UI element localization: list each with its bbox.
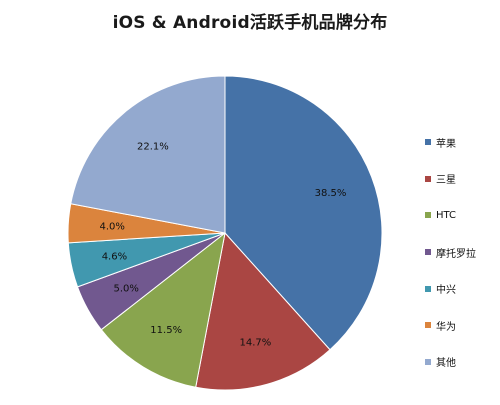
legend-swatch [425, 175, 431, 182]
legend: 苹果三星 HTC 摩托罗拉中兴华为其他 [425, 124, 500, 380]
legend-swatch [425, 285, 431, 292]
slice-value-label: 4.6% [102, 252, 127, 263]
legend-label: HTC [436, 209, 457, 221]
slice-value-label: 5.0% [113, 283, 138, 294]
legend-swatch [425, 249, 431, 256]
legend-item: 其他 [425, 344, 500, 381]
legend-item: 三星 [425, 161, 500, 198]
legend-item: HTC [425, 197, 500, 234]
legend-label: 三星 [436, 175, 456, 187]
slice-value-label: 14.7% [240, 337, 272, 348]
legend-item: 摩托罗拉 [425, 234, 500, 271]
legend-label: 摩托罗拉 [436, 248, 476, 260]
legend-swatch [425, 139, 431, 146]
pie-slices [67, 75, 383, 391]
slice-value-label: 11.5% [150, 325, 182, 336]
legend-swatch [425, 358, 431, 365]
chart-title: iOS & Android活跃手机品牌分布 [112, 13, 388, 33]
legend-swatch [425, 212, 431, 219]
legend-item: 苹果 [425, 124, 500, 161]
legend-swatch [425, 322, 431, 329]
legend-label: 华为 [436, 321, 456, 333]
legend-item: 中兴 [425, 270, 500, 307]
pie-slice-7 [70, 75, 226, 234]
legend-label: 苹果 [436, 138, 456, 150]
pie-slice-3 [100, 231, 226, 388]
pie-slice-1 [224, 75, 383, 351]
legend-label: 其他 [436, 358, 456, 370]
legend-label: 中兴 [436, 285, 456, 297]
pie-slice-2 [195, 231, 331, 391]
legend-item: 华为 [425, 307, 500, 344]
slice-value-label: 22.1% [137, 142, 169, 153]
slice-value-label: 4.0% [99, 221, 124, 232]
slice-value-label: 38.5% [315, 188, 347, 199]
pie-labels: 38.5% 14.7% 11.5% 5.0% 4.6% 4.0% 22.1% [99, 142, 346, 349]
